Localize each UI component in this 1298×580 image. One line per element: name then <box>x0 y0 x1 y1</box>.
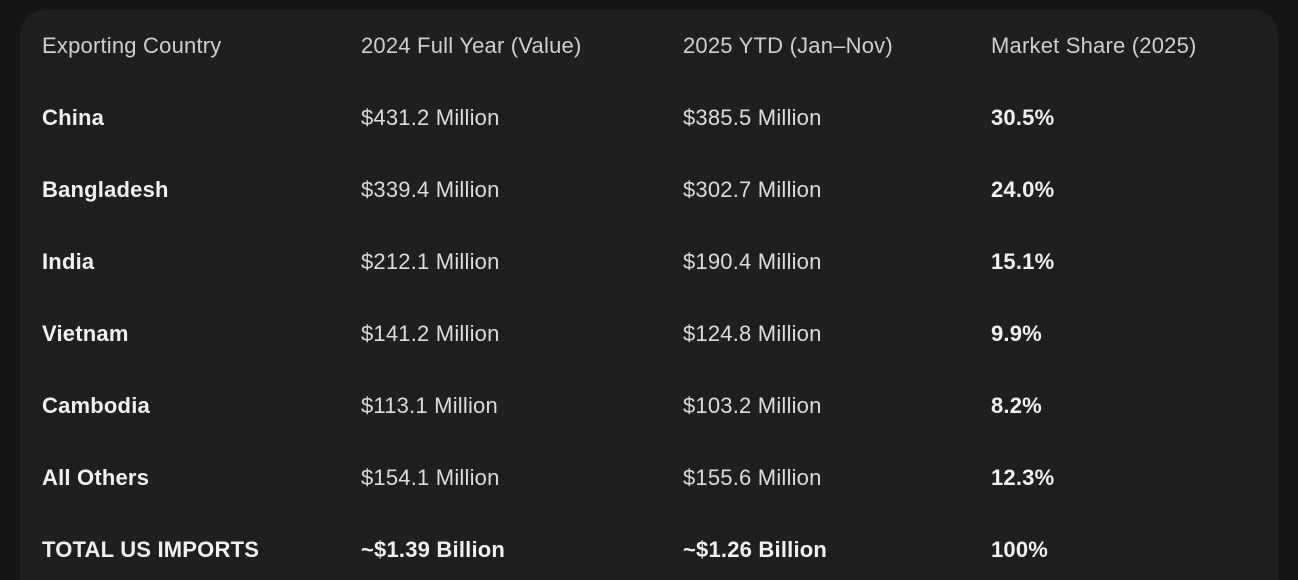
market-share-cell: 9.9% <box>991 320 1042 346</box>
market-share-cell: 15.1% <box>991 248 1055 274</box>
value-2025-cell: $302.7 Million <box>683 176 822 202</box>
table-row: TOTAL US IMPORTS ~$1.39 Billion ~$1.26 B… <box>42 514 1278 580</box>
value-2024-cell: $141.2 Million <box>361 320 500 346</box>
country-cell: Vietnam <box>42 320 129 346</box>
table-body: China $431.2 Million $385.5 Million 30.5… <box>42 82 1278 580</box>
value-2024-cell: ~$1.39 Billion <box>361 536 506 562</box>
value-2024-cell: $212.1 Million <box>361 248 500 274</box>
table-row: All Others $154.1 Million $155.6 Million… <box>42 442 1278 514</box>
value-2024-cell: $154.1 Million <box>361 464 500 490</box>
imports-table-card: Exporting Country 2024 Full Year (Value)… <box>20 10 1278 580</box>
market-share-cell: 12.3% <box>991 464 1055 490</box>
value-2025-cell: $124.8 Million <box>683 320 822 346</box>
value-2024-cell: $431.2 Million <box>361 104 500 130</box>
country-cell: Cambodia <box>42 392 150 418</box>
value-2025-cell: $385.5 Million <box>683 104 822 130</box>
value-2024-cell: $339.4 Million <box>361 176 500 202</box>
country-cell: China <box>42 104 105 130</box>
table-row: India $212.1 Million $190.4 Million 15.1… <box>42 226 1278 298</box>
country-cell: All Others <box>42 464 150 490</box>
value-2025-cell: $190.4 Million <box>683 248 822 274</box>
country-cell: India <box>42 248 95 274</box>
table-row: China $431.2 Million $385.5 Million 30.5… <box>42 82 1278 154</box>
table-row: Bangladesh $339.4 Million $302.7 Million… <box>42 154 1278 226</box>
column-header-market-share: Market Share (2025) <box>991 32 1197 58</box>
column-header-2025-ytd: 2025 YTD (Jan–Nov) <box>683 32 893 58</box>
table-header-row: Exporting Country 2024 Full Year (Value)… <box>42 10 1278 82</box>
value-2025-cell: $155.6 Million <box>683 464 822 490</box>
value-2025-cell: ~$1.26 Billion <box>683 536 828 562</box>
value-2024-cell: $113.1 Million <box>361 392 498 418</box>
market-share-cell: 24.0% <box>991 176 1055 202</box>
market-share-cell: 8.2% <box>991 392 1042 418</box>
country-cell: TOTAL US IMPORTS <box>42 536 260 562</box>
value-2025-cell: $103.2 Million <box>683 392 822 418</box>
column-header-exporting-country: Exporting Country <box>42 32 222 58</box>
market-share-cell: 30.5% <box>991 104 1055 130</box>
table-row: Cambodia $113.1 Million $103.2 Million 8… <box>42 370 1278 442</box>
table-row: Vietnam $141.2 Million $124.8 Million 9.… <box>42 298 1278 370</box>
country-cell: Bangladesh <box>42 176 169 202</box>
market-share-cell: 100% <box>991 536 1049 562</box>
column-header-2024-full-year: 2024 Full Year (Value) <box>361 32 582 58</box>
